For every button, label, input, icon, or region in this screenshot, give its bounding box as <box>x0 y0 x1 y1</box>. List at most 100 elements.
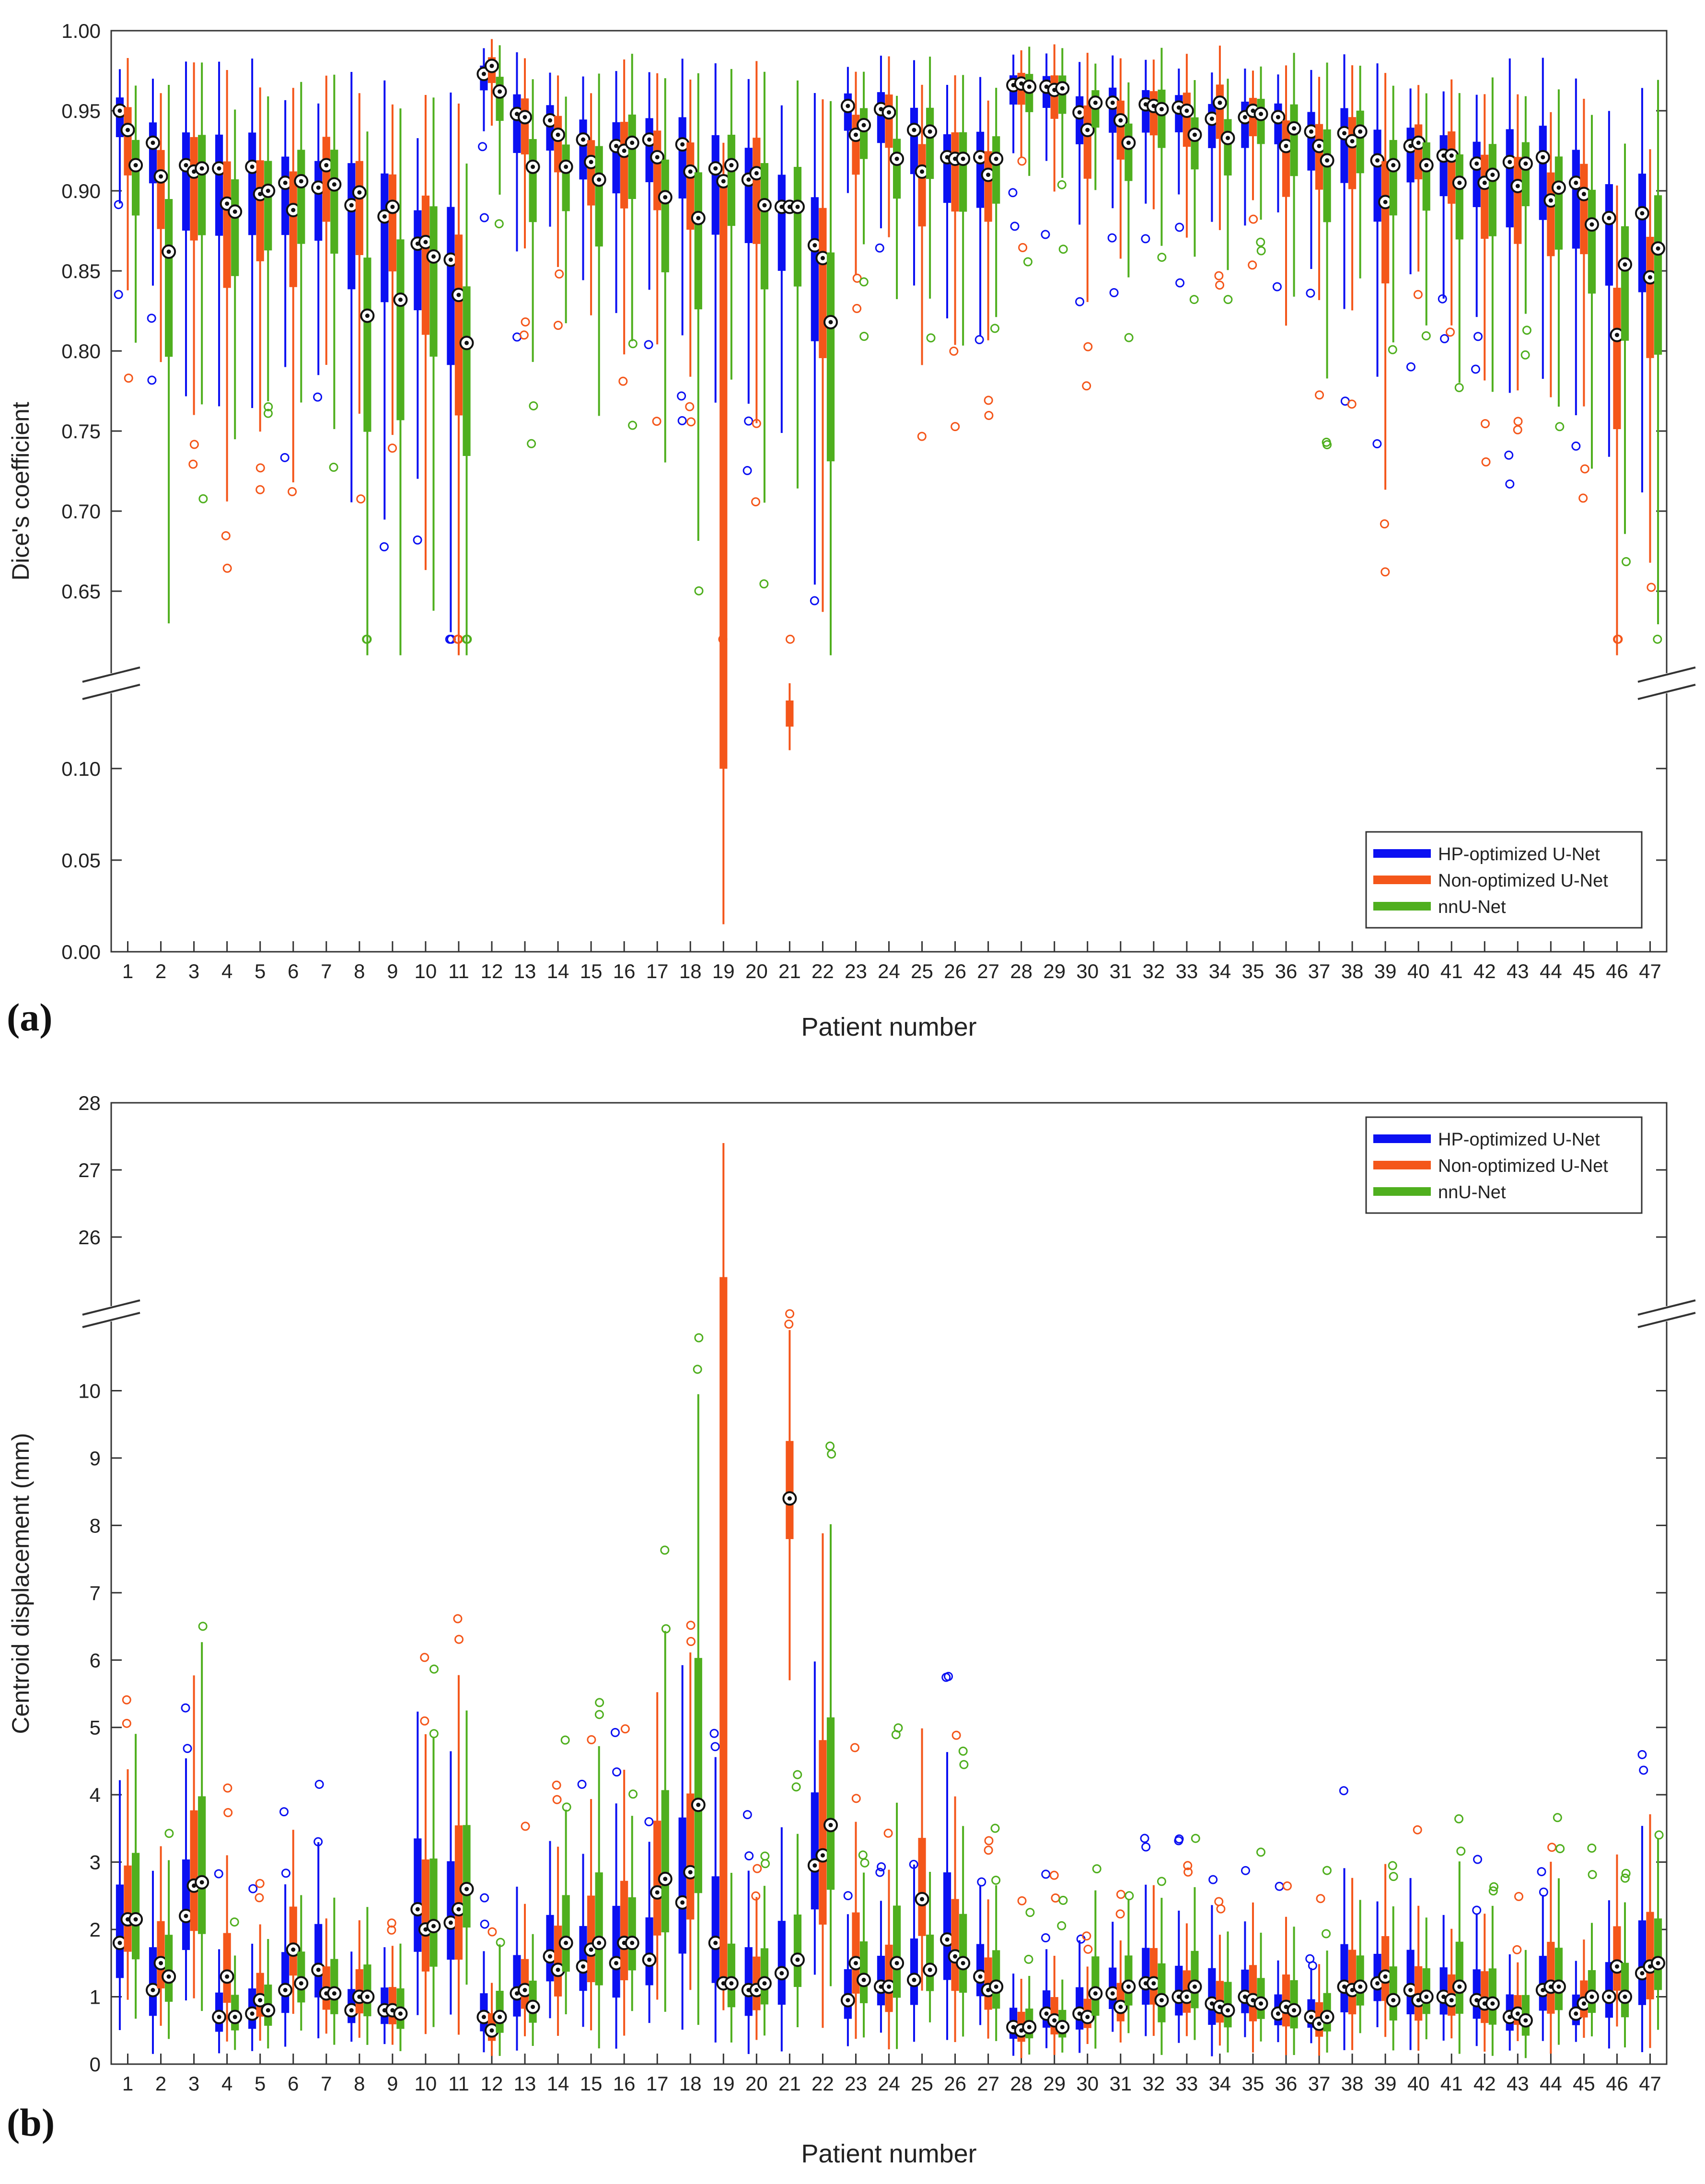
box <box>131 140 140 216</box>
y-tick-label: 0.95 <box>61 100 101 122</box>
outlier <box>628 1789 638 1799</box>
outlier <box>1446 327 1455 337</box>
box <box>1580 164 1588 255</box>
outlier <box>785 634 795 644</box>
outlier <box>122 1695 131 1705</box>
outlier <box>1504 450 1514 460</box>
y-tick-label: 0.65 <box>61 580 101 603</box>
x-tick-label: 32 <box>1142 960 1165 982</box>
median-dot <box>151 1988 155 1992</box>
median-dot <box>1325 2015 1330 2020</box>
outlier <box>521 317 530 327</box>
median-dot <box>522 115 527 119</box>
median-dot <box>994 1984 998 1989</box>
median-dot <box>828 1822 833 1827</box>
box <box>1572 150 1580 249</box>
box <box>429 206 438 357</box>
outlier <box>1413 1825 1422 1834</box>
box <box>719 175 728 769</box>
median-dot <box>762 203 767 208</box>
median-dot <box>1640 1971 1645 1975</box>
outlier <box>1092 1864 1102 1874</box>
median-dot <box>1242 115 1247 119</box>
box <box>521 98 529 155</box>
box <box>760 163 768 290</box>
x-tick-label: 10 <box>415 2072 437 2095</box>
outlier <box>1256 1847 1265 1857</box>
median-dot <box>1309 2015 1313 2020</box>
box <box>628 1897 636 1971</box>
outlier <box>147 375 157 385</box>
outlier <box>1553 1813 1562 1822</box>
box <box>678 1817 686 1954</box>
x-tick-label: 6 <box>288 2072 299 2095</box>
y-tick-label: 3 <box>90 1851 101 1874</box>
median-dot <box>920 169 925 174</box>
outlier <box>742 1810 752 1820</box>
x-tick-label: 44 <box>1540 2072 1562 2095</box>
outlier <box>1306 288 1315 298</box>
box <box>826 1717 835 1890</box>
median-dot <box>1581 2001 1586 2006</box>
outlier <box>949 346 959 356</box>
x-tick-label: 1 <box>122 2072 133 2095</box>
median-dot <box>291 1947 296 1952</box>
outlier <box>1537 1867 1546 1877</box>
outlier <box>313 392 323 402</box>
box <box>1076 96 1084 144</box>
median-dot <box>448 1920 453 1925</box>
median-dot <box>291 208 296 212</box>
box <box>1473 141 1481 207</box>
x-tick-label: 43 <box>1507 2072 1529 2095</box>
median-dot <box>448 257 453 262</box>
median-dot <box>754 171 759 175</box>
axis-break-mark <box>1637 1299 1696 1316</box>
outlier <box>387 1925 396 1935</box>
box <box>694 1658 702 1893</box>
x-tick-label: 27 <box>977 2072 999 2095</box>
box <box>678 117 686 199</box>
x-tick-label: 26 <box>944 2072 966 2095</box>
outlier <box>521 1822 530 1831</box>
outlier <box>1174 1834 1184 1844</box>
median-dot <box>721 179 726 184</box>
outlier <box>1339 1786 1348 1796</box>
outlier <box>784 1320 794 1329</box>
outlier <box>1025 1908 1035 1917</box>
x-tick-label: 24 <box>878 960 900 982</box>
median-dot <box>481 2015 486 2020</box>
x-tick-label: 13 <box>514 960 536 982</box>
outlier <box>1480 419 1490 429</box>
median-dot <box>1325 158 1330 163</box>
y-tick-label: 0.70 <box>61 500 101 523</box>
outlier <box>686 417 696 427</box>
box <box>1406 128 1415 183</box>
outlier <box>248 1884 258 1893</box>
median-dot <box>1408 1988 1413 1992</box>
median-dot <box>1614 1964 1619 1969</box>
x-tick-label: 21 <box>778 2072 801 2095</box>
outlier <box>1488 1886 1498 1896</box>
box <box>686 1793 695 1920</box>
box <box>852 1912 860 1994</box>
outlier <box>744 1851 754 1861</box>
median-dot <box>961 156 965 161</box>
x-tick-label: 46 <box>1606 960 1628 982</box>
median-dot <box>1052 2018 1057 2023</box>
box <box>447 207 455 365</box>
outlier <box>1489 1882 1499 1892</box>
y-tick-label: 2 <box>90 1918 101 1941</box>
x-tick-label: 28 <box>1010 960 1032 982</box>
outlier <box>1191 1834 1200 1843</box>
median-dot <box>846 1998 850 2003</box>
median-dot <box>1118 2005 1123 2009</box>
outlier <box>553 320 563 330</box>
outlier <box>114 200 123 210</box>
median-dot <box>1589 222 1594 227</box>
box <box>595 1872 603 1985</box>
box <box>1083 105 1091 179</box>
median-dot <box>1317 143 1322 148</box>
median-dot <box>887 110 891 115</box>
box <box>612 1905 620 1998</box>
outlier <box>1406 362 1415 372</box>
